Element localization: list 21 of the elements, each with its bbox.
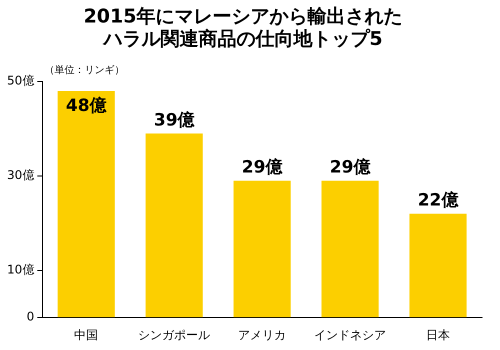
y-tick-label: 0 [26,310,34,324]
bar [146,134,203,318]
bar [234,180,291,318]
bar [409,214,467,318]
data-label: 29億 [330,158,372,178]
y-tick-label: 30億 [6,168,34,182]
data-label: 22億 [418,190,460,211]
y-tick-label: 10億 [6,262,34,277]
data-label: 39億 [154,110,196,130]
y-tick-label: 50億 [6,74,34,88]
text: （単位：リンギ） [44,64,124,76]
x-tick-label: シンガポール [138,328,210,342]
bar [322,180,379,318]
x-tick-label: インドネシア [314,328,386,342]
x-tick-label: アメリカ [238,328,286,342]
chart-title: 2015年にマレーシアから輸出されたハラル関連商品の仕向地トップ5 [84,5,402,50]
x-tick-label: 日本 [426,328,450,342]
data-label: 29億 [242,158,284,178]
data-label: 48億 [66,96,108,116]
x-tick-label: 中国 [74,328,98,342]
bar [58,91,115,318]
